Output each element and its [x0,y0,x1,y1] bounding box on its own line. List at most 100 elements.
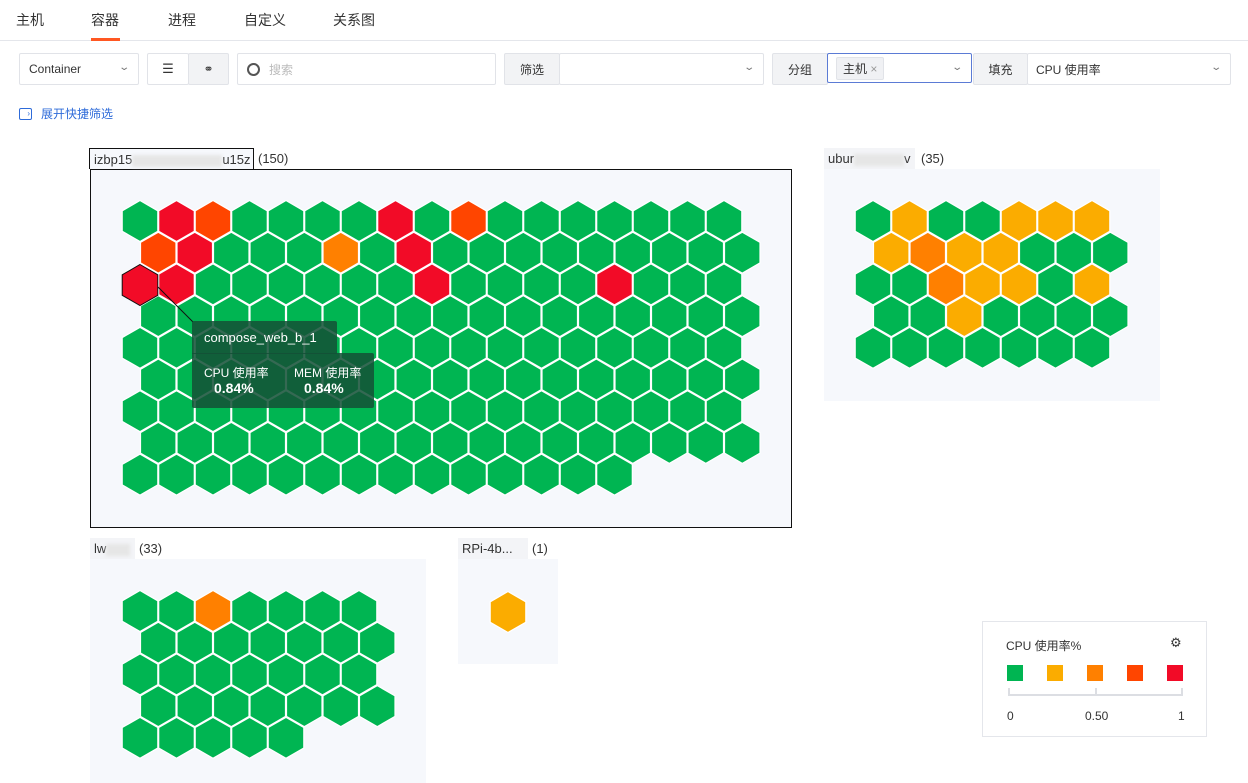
container-hexagon[interactable] [413,453,451,496]
container-hexagon[interactable] [723,295,761,338]
container-hexagon[interactable] [504,358,542,401]
container-hexagon[interactable] [194,653,232,696]
tab-host[interactable]: 主机 [16,12,44,28]
container-hexagon[interactable] [377,263,414,306]
container-hexagon[interactable] [267,199,305,243]
container-hexagon[interactable] [304,199,341,243]
container-hexagon[interactable] [687,358,725,401]
gear-icon[interactable]: ⚙ [1170,635,1182,650]
container-hexagon[interactable] [854,263,892,306]
container-hexagon[interactable] [267,453,305,496]
container-hexagon[interactable] [340,589,378,633]
container-hexagon[interactable] [285,684,323,728]
container-hexagon[interactable] [723,231,761,274]
container-hexagon[interactable] [413,199,451,243]
container-hexagon[interactable] [249,421,287,464]
container-hexagon[interactable] [395,421,433,464]
container-hexagon[interactable] [304,589,341,633]
container-hexagon[interactable] [1037,199,1074,243]
container-hexagon[interactable] [121,453,159,496]
container-hexagon[interactable] [489,590,527,634]
container-hexagon[interactable] [486,199,524,243]
list-view-button[interactable]: ☰ [147,53,189,85]
expand-quick-filter-link[interactable]: › 展开快捷筛选 [19,105,113,122]
container-hexagon[interactable] [541,421,579,464]
container-hexagon[interactable] [891,199,928,243]
container-hexagon[interactable] [1091,231,1129,274]
fill-select[interactable]: CPU 使用率 ⌄ [1027,53,1231,85]
container-hexagon[interactable] [249,231,287,274]
container-hexagon[interactable] [945,231,983,274]
container-hexagon[interactable] [705,326,743,369]
container-hexagon[interactable] [669,263,706,306]
container-hexagon[interactable] [285,421,323,464]
container-hexagon[interactable] [541,295,579,338]
tab-custom[interactable]: 自定义 [244,12,286,28]
container-hexagon[interactable] [468,231,506,274]
container-hexagon[interactable] [891,263,928,306]
container-hexagon[interactable] [705,263,743,306]
container-hexagon[interactable] [541,231,579,274]
container-hexagon[interactable] [1037,263,1074,306]
container-hexagon[interactable] [431,421,469,464]
container-hexagon[interactable] [139,621,177,664]
container-hexagon[interactable] [1000,263,1038,306]
container-hexagon[interactable] [358,621,396,664]
container-hexagon[interactable] [121,326,159,369]
container-hexagon[interactable] [304,263,341,306]
container-hexagon[interactable] [872,231,910,274]
container-hexagon[interactable] [614,421,652,464]
container-hexagon[interactable] [523,263,560,306]
container-hexagon[interactable] [158,453,195,496]
container-hexagon[interactable] [340,653,378,696]
container-hexagon[interactable] [559,390,597,433]
container-hexagon[interactable] [395,358,433,401]
container-hexagon[interactable] [854,199,892,243]
container-hexagon[interactable] [927,326,965,369]
container-hexagon[interactable] [596,453,633,496]
container-hexagon[interactable] [322,231,360,274]
container-hexagon[interactable] [891,326,928,369]
container-hexagon[interactable] [212,231,250,274]
container-hexagon[interactable] [231,263,268,306]
container-hexagon[interactable] [559,263,597,306]
container-hexagon[interactable] [285,231,323,274]
container-hexagon[interactable] [267,589,305,633]
container-hexagon[interactable] [468,421,506,464]
container-hexagon[interactable] [176,621,214,664]
tab-process[interactable]: 进程 [168,12,196,28]
container-hexagon[interactable] [650,421,688,464]
container-hexagon[interactable] [614,295,652,338]
container-hexagon[interactable] [158,589,195,633]
container-hexagon[interactable] [267,653,305,696]
container-hexagon[interactable] [1000,326,1038,369]
container-hexagon[interactable] [431,231,469,274]
container-hexagon[interactable] [504,295,542,338]
container-hexagon[interactable] [322,684,360,728]
container-hexagon[interactable] [1091,295,1129,338]
container-hexagon[interactable] [669,199,706,243]
container-hexagon[interactable] [431,358,469,401]
container-hexagon[interactable] [577,421,615,464]
container-hexagon[interactable] [872,295,910,338]
container-hexagon[interactable] [559,326,597,369]
search-input[interactable]: 搜索 [237,53,496,85]
tab-relation-graph[interactable]: 关系图 [333,12,375,28]
container-hexagon[interactable] [1000,199,1038,243]
container-hexagon[interactable] [377,390,414,433]
container-hexagon[interactable] [614,231,652,274]
container-hexagon[interactable] [377,199,414,243]
container-hexagon[interactable] [194,453,232,496]
tab-container[interactable]: 容器 [91,12,119,28]
container-hexagon[interactable] [964,199,1001,243]
container-hexagon[interactable] [687,231,725,274]
container-hexagon[interactable] [194,589,232,633]
container-hexagon[interactable] [1055,231,1093,274]
container-hexagon[interactable] [267,263,305,306]
container-hexagon[interactable] [158,199,195,243]
container-hexagon[interactable] [139,421,177,464]
container-hexagon[interactable] [121,589,159,633]
container-hexagon[interactable] [267,716,305,759]
container-hexagon[interactable] [139,684,177,728]
container-hexagon[interactable] [158,716,195,759]
